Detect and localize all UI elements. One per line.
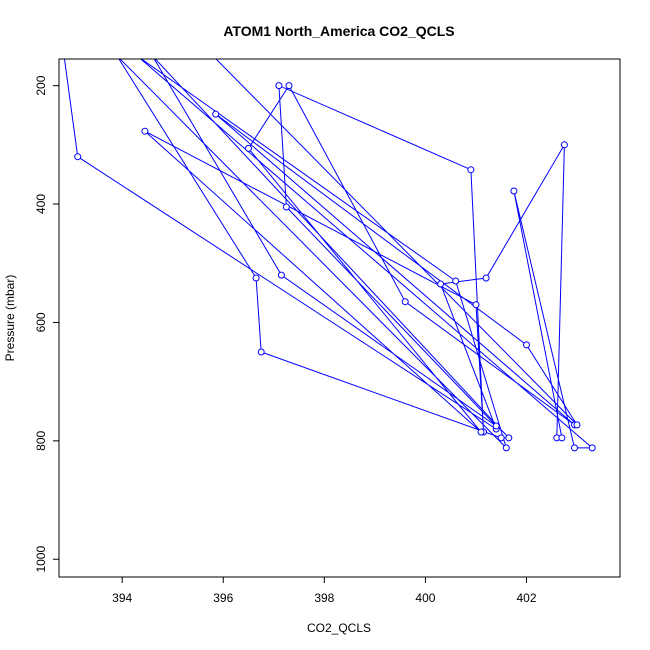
data-point xyxy=(573,421,581,429)
x-tick-label: 402 xyxy=(516,591,536,605)
data-point xyxy=(212,110,220,118)
data-point xyxy=(472,301,480,309)
data-point xyxy=(285,82,293,90)
y-tick-label: 1000 xyxy=(34,546,48,573)
data-point xyxy=(452,277,460,285)
series-layer xyxy=(64,59,596,452)
chart-title: ATOM1 North_America CO2_QCLS xyxy=(223,23,454,39)
data-point xyxy=(560,141,568,149)
data-point xyxy=(505,434,513,442)
data-point xyxy=(277,271,285,279)
data-point xyxy=(275,82,283,90)
data-point xyxy=(497,434,505,442)
y-tick-label: 400 xyxy=(34,194,48,214)
data-point xyxy=(252,274,260,282)
data-point xyxy=(141,127,149,135)
y-axis: 200 400 600 800 1000 xyxy=(34,75,60,573)
y-tick-label: 600 xyxy=(34,312,48,332)
y-tick-label: 800 xyxy=(34,430,48,450)
data-point xyxy=(467,166,475,174)
data-point xyxy=(492,422,500,430)
data-point xyxy=(588,444,596,452)
data-point xyxy=(502,444,510,452)
x-axis: 394 396 398 400 402 xyxy=(112,576,537,605)
x-tick-label: 394 xyxy=(112,591,132,605)
data-point xyxy=(510,187,518,195)
data-point xyxy=(74,153,82,161)
data-point xyxy=(401,298,409,306)
data-point xyxy=(282,203,290,211)
data-point xyxy=(523,341,530,349)
data-point xyxy=(245,144,252,152)
x-tick-label: 400 xyxy=(415,591,435,605)
data-point xyxy=(257,348,265,356)
y-tick-label: 200 xyxy=(34,75,48,95)
y-axis-label: Pressure (mbar) xyxy=(3,275,17,362)
x-tick-label: 396 xyxy=(213,591,233,605)
data-point xyxy=(571,444,578,452)
plot-area xyxy=(64,59,596,452)
data-point xyxy=(482,274,490,282)
data-point xyxy=(437,280,445,288)
data-point xyxy=(558,434,566,442)
x-axis-label: CO2_QCLS xyxy=(307,621,371,635)
x-tick-label: 398 xyxy=(314,591,334,605)
data-point xyxy=(477,428,485,436)
